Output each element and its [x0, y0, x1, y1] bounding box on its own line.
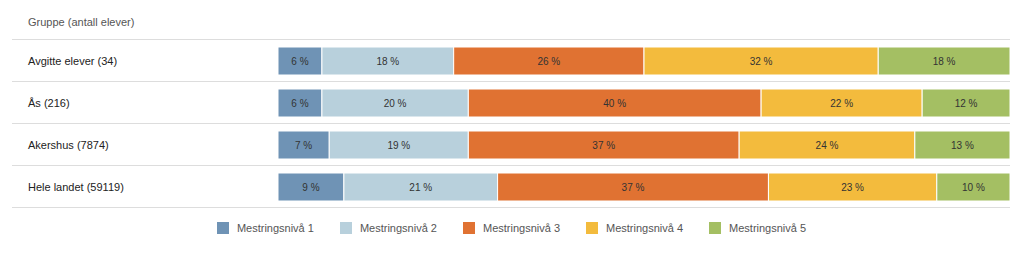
html-text:Mestringsnivå 3: Mestringsnivå 3: [483, 222, 560, 234]
svg-text:22 %: 22 %: [830, 98, 853, 109]
svg-text:26 %: 26 %: [537, 56, 560, 67]
svg-text:6 %: 6 %: [291, 56, 308, 67]
svg-text:10 %: 10 %: [962, 182, 985, 193]
svg-text:37 %: 37 %: [592, 140, 615, 151]
svg-text:37 %: 37 %: [622, 182, 645, 193]
svg-text:19 %: 19 %: [387, 140, 410, 151]
svg-text:24 %: 24 %: [816, 140, 839, 151]
svg-text:40 %: 40 %: [603, 98, 626, 109]
svg-text:6 %: 6 %: [291, 98, 308, 109]
svg-text:Avgitte elever (34): Avgitte elever (34): [28, 55, 117, 67]
svg-text:32 %: 32 %: [750, 56, 773, 67]
html-text:Mestringsnivå 1: Mestringsnivå 1: [236, 222, 314, 234]
svg-text:7 %: 7 %: [295, 140, 312, 151]
html-text:Gruppe (antall elever): Gruppe (antall elever): [28, 16, 135, 28]
html-text:Mestringsnivå 5: Mestringsnivå 5: [729, 222, 807, 234]
svg-text:18 %: 18 %: [376, 56, 399, 67]
svg-text:Ås (216): Ås (216): [28, 97, 70, 109]
html-text:Mestringsnivå 2: Mestringsnivå 2: [359, 222, 437, 234]
svg-text:21 %: 21 %: [409, 182, 432, 193]
svg-text:13 %: 13 %: [951, 140, 974, 151]
svg-text:23 %: 23 %: [841, 182, 864, 193]
svg-text:Akershus (7874): Akershus (7874): [28, 139, 109, 151]
html-text:Mestringsnivå 4: Mestringsnivå 4: [606, 222, 684, 234]
svg-text:Hele landet (59119): Hele landet (59119): [28, 181, 124, 193]
svg-text:12 %: 12 %: [955, 98, 978, 109]
svg-text:18 %: 18 %: [933, 56, 956, 67]
svg-text:9 %: 9 %: [302, 182, 319, 193]
svg-text:20 %: 20 %: [384, 98, 407, 109]
